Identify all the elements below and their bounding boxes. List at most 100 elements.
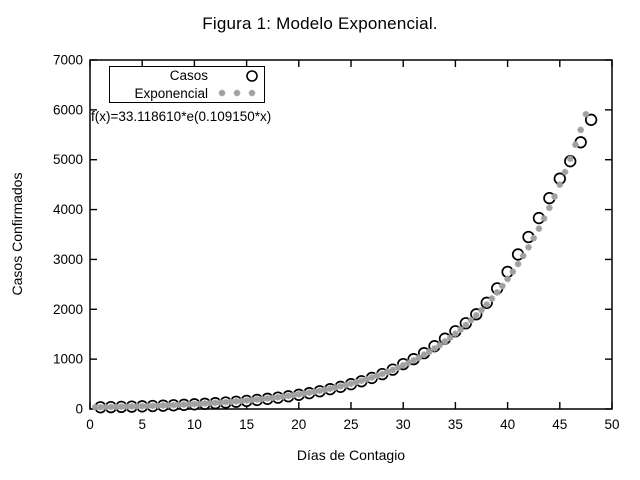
data-point-exponencial	[457, 326, 464, 333]
data-point-exponencial	[107, 403, 115, 411]
data-point-exponencial	[535, 225, 543, 232]
data-point-exponencial	[478, 306, 485, 314]
data-point-exponencial	[248, 89, 256, 97]
data-point-exponencial	[426, 348, 433, 355]
legend-item-casos: Casos	[110, 67, 264, 84]
y-tick-label: 3000	[53, 252, 83, 267]
data-point-exponencial	[321, 386, 329, 394]
y-tick-label: 2000	[53, 302, 83, 317]
data-point-exponencial	[483, 301, 491, 308]
x-tick-label: 5	[138, 417, 146, 432]
data-point-exponencial	[258, 395, 266, 403]
data-point-exponencial	[363, 375, 370, 383]
fit-formula-annotation: f(x)=33.118610*e(0.109150*x)	[91, 109, 272, 124]
data-point-exponencial	[504, 275, 511, 283]
data-point-exponencial	[546, 204, 553, 212]
data-point-exponencial	[452, 330, 459, 337]
data-point-exponencial	[373, 372, 381, 380]
data-point-exponencial	[379, 370, 386, 378]
data-point-exponencial	[128, 403, 136, 410]
x-tick-label: 25	[343, 417, 358, 432]
data-point-exponencial	[561, 168, 569, 176]
data-point-exponencial	[149, 402, 156, 410]
y-tick-label: 4000	[53, 202, 83, 217]
data-point-exponencial	[551, 193, 558, 200]
data-point-exponencial	[577, 126, 584, 134]
data-point-exponencial	[311, 388, 318, 396]
data-point-exponencial	[102, 403, 109, 411]
data-point-exponencial	[290, 391, 297, 399]
data-point-exponencial	[462, 321, 470, 329]
x-tick-label: 10	[187, 417, 202, 432]
circle-marker-icon	[216, 69, 264, 83]
data-point-exponencial	[352, 378, 360, 386]
data-point-exponencial	[530, 234, 537, 242]
data-point-exponencial	[446, 334, 454, 341]
data-point-exponencial	[358, 377, 365, 385]
data-point-exponencial	[368, 374, 376, 381]
y-tick-label: 5000	[53, 152, 83, 167]
x-tick-label: 35	[448, 417, 463, 432]
x-tick-label: 50	[604, 417, 619, 432]
data-point-exponencial	[582, 110, 590, 118]
x-tick-label: 20	[291, 417, 306, 432]
data-point-exponencial	[405, 359, 412, 367]
data-point-exponencial	[389, 366, 397, 374]
data-point-exponencial	[509, 268, 517, 276]
data-point-exponencial	[332, 384, 339, 391]
data-point-exponencial	[316, 387, 323, 395]
y-tick-label: 0	[75, 402, 83, 417]
legend-box: Casos Exponencial	[109, 66, 265, 103]
x-tick-label: 15	[239, 417, 254, 432]
data-point-exponencial	[540, 215, 548, 222]
data-point-exponencial	[248, 396, 256, 404]
data-point-exponencial	[441, 338, 449, 345]
data-point-exponencial	[472, 312, 480, 319]
data-point-exponencial	[519, 252, 527, 260]
data-point-exponencial	[410, 357, 417, 364]
data-point-exponencial	[499, 282, 506, 290]
legend-label-exponencial: Exponencial	[134, 85, 208, 101]
data-point-exponencial	[488, 295, 496, 302]
data-point-exponencial	[206, 399, 214, 407]
data-point-exponencial	[342, 381, 350, 389]
data-point-exponencial	[415, 354, 423, 361]
data-point-exponencial	[556, 181, 564, 188]
data-point-exponencial	[305, 389, 313, 396]
data-point-exponencial	[394, 364, 402, 371]
data-point-exponencial	[154, 402, 162, 409]
data-point-exponencial	[384, 368, 391, 376]
data-point-exponencial	[399, 362, 407, 369]
data-point-exponencial	[566, 155, 574, 163]
data-point-exponencial	[493, 289, 501, 296]
data-point-exponencial	[347, 380, 355, 388]
data-point-exponencial	[467, 316, 475, 324]
data-point-exponencial	[326, 385, 334, 392]
y-tick-label: 1000	[53, 352, 83, 367]
y-tick-label: 7000	[53, 53, 83, 68]
data-point-exponencial	[525, 243, 532, 251]
data-point-exponencial	[222, 398, 230, 406]
data-point-exponencial	[337, 383, 344, 390]
x-axis-label: Días de Contagio	[296, 447, 406, 463]
x-tick-label: 40	[500, 417, 515, 432]
chart-title: Figura 1: Modelo Exponencial.	[202, 14, 438, 33]
y-tick-label: 6000	[53, 102, 83, 117]
data-point-exponencial	[233, 89, 241, 97]
x-tick-label: 45	[552, 417, 567, 432]
data-point-exponencial	[420, 351, 428, 359]
asterisk-marker-icon	[216, 86, 264, 100]
data-point-exponencial	[436, 341, 444, 349]
x-tick-label: 0	[86, 417, 94, 432]
data-point-exponencial	[431, 345, 438, 352]
legend-item-exponencial: Exponencial	[110, 85, 264, 102]
data-point-exponencial	[572, 141, 579, 149]
data-point-casos	[584, 113, 598, 126]
data-point-exponencial	[232, 398, 240, 405]
x-tick-label: 30	[396, 417, 411, 432]
data-point-exponencial	[514, 260, 522, 268]
data-point-exponencial	[218, 89, 226, 97]
legend-label-casos: Casos	[169, 68, 208, 84]
